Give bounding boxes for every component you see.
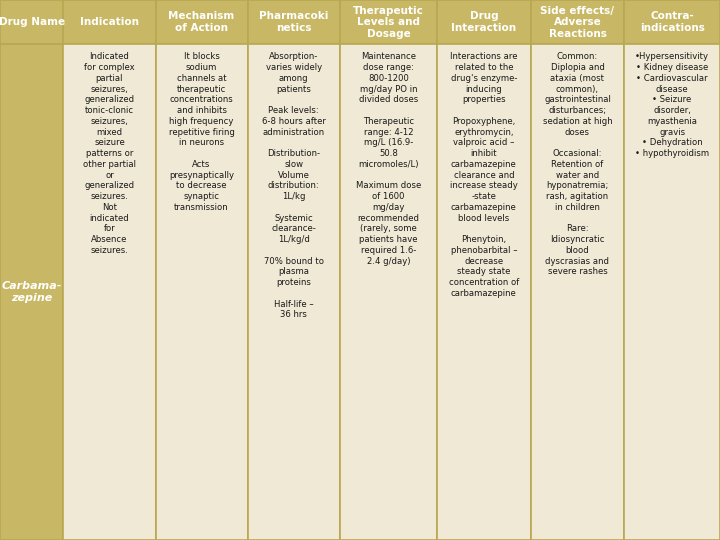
Bar [340,44,437,540]
Bar [531,0,624,44]
Text: Indication: Indication [80,17,139,27]
Text: Contra-
indications: Contra- indications [639,11,705,33]
Text: Carbama-
zepine: Carbama- zepine [1,281,62,303]
Text: Side effects/
Adverse
Reactions: Side effects/ Adverse Reactions [541,5,614,39]
Bar [0,0,63,44]
Bar [156,0,248,44]
Text: Drug
Interaction: Drug Interaction [451,11,516,33]
Bar [624,44,720,540]
Text: Indicated
for complex
partial
seizures,
generalized
tonic-clonic
seizures,
mixed: Indicated for complex partial seizures, … [83,52,136,255]
Bar [340,0,437,44]
Bar [63,44,156,540]
Text: Maintenance
dose range:
800-1200
mg/day PO in
divided doses

Therapeutic
range: : Maintenance dose range: 800-1200 mg/day … [356,52,421,266]
Bar [248,0,340,44]
Text: Mechanism
of Action: Mechanism of Action [168,11,235,33]
Bar [0,44,63,540]
Text: Absorption-
varies widely
among
patients

Peak levels:
6-8 hours after
administr: Absorption- varies widely among patients… [262,52,325,319]
Text: Drug Name: Drug Name [0,17,65,27]
Bar [531,44,624,540]
Text: •Hypersensitivity
• Kidney disease
• Cardiovascular
disease
• Seizure
disorder,
: •Hypersensitivity • Kidney disease • Car… [635,52,709,158]
Text: Pharmacoki
netics: Pharmacoki netics [259,11,328,33]
Bar [437,0,531,44]
Text: Common:
Diplopia and
ataxia (most
common),
gastrointestinal
disturbances;
sedati: Common: Diplopia and ataxia (most common… [543,52,612,276]
Bar [437,44,531,540]
Text: It blocks
sodium
channels at
therapeutic
concentrations
and inhibits
high freque: It blocks sodium channels at therapeutic… [168,52,235,212]
Bar [63,0,156,44]
Bar [248,44,340,540]
Text: Interactions are
related to the
drug's enzyme-
inducing
properties

Propoxyphene: Interactions are related to the drug's e… [449,52,519,298]
Text: Therapeutic
Levels and
Dosage: Therapeutic Levels and Dosage [353,5,424,39]
Bar [624,0,720,44]
Bar [156,44,248,540]
